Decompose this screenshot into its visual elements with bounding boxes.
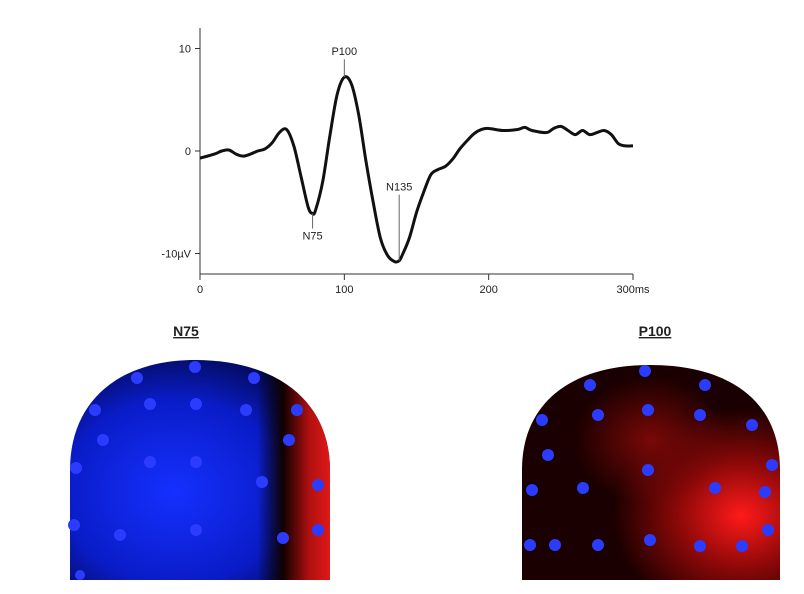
x-tick-label: 300ms xyxy=(616,284,650,296)
x-tick-label: 0 xyxy=(197,284,203,296)
x-tick-label: 100 xyxy=(335,284,353,296)
topomap-title: P100 xyxy=(639,323,672,339)
y-tick-label: 10 xyxy=(179,44,191,56)
y-tick-label: 0 xyxy=(185,146,191,158)
x-tick-label: 200 xyxy=(479,284,497,296)
annotation-label: N135 xyxy=(386,182,412,194)
topomap-title: N75 xyxy=(173,323,199,339)
annotation-label: P100 xyxy=(331,46,357,58)
annotation-label: N75 xyxy=(302,231,322,243)
waveform xyxy=(199,75,634,264)
electrodes xyxy=(68,361,778,580)
topomap xyxy=(70,360,330,580)
y-tick-label: -10µV xyxy=(161,249,191,261)
